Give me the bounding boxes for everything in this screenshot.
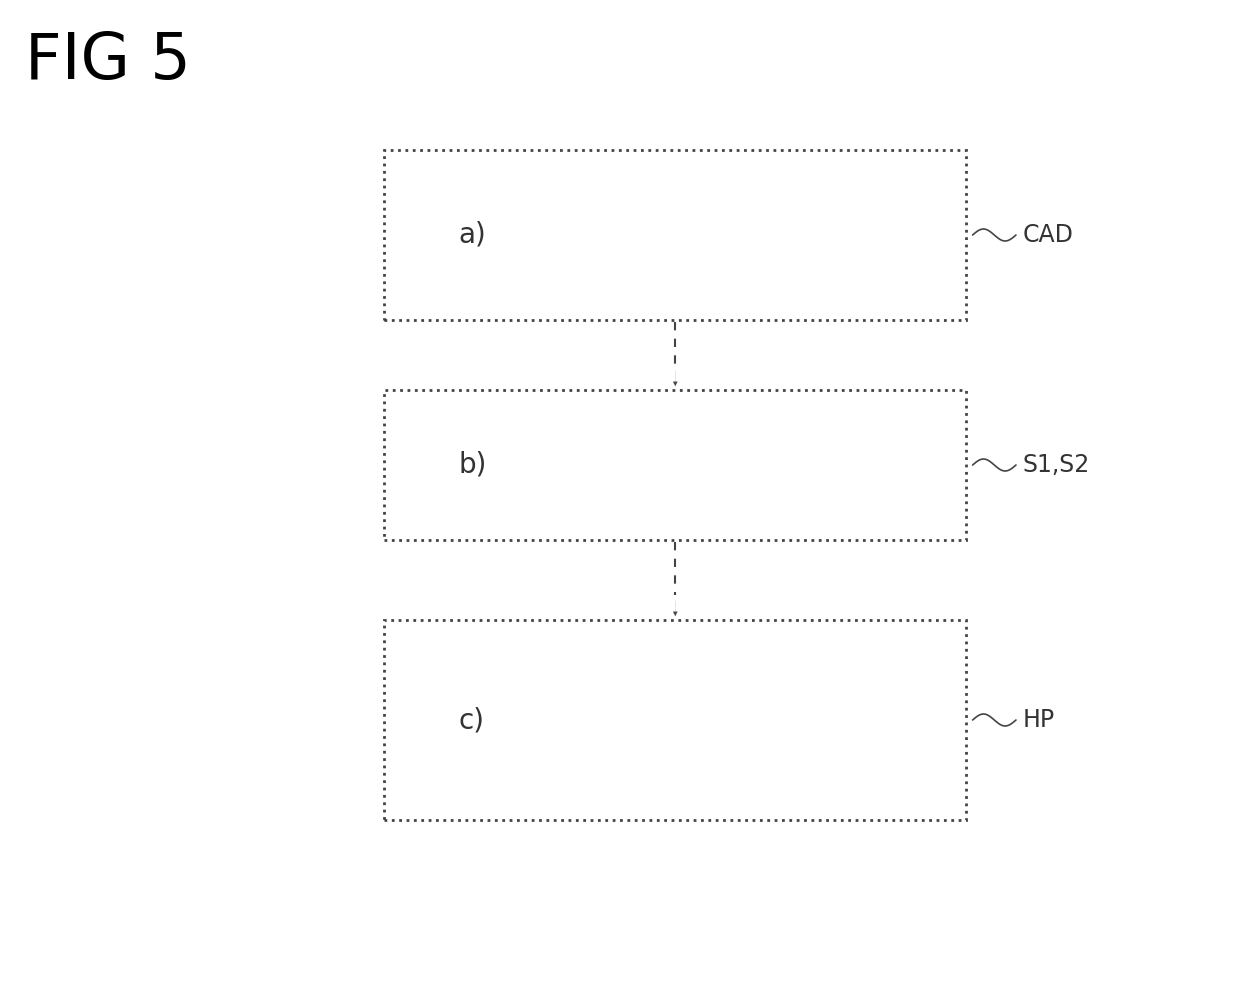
Text: CAD: CAD (1022, 223, 1073, 247)
Bar (384, 150, 966, 320)
Text: S1,S2: S1,S2 (1022, 453, 1089, 477)
Bar (384, 390, 966, 540)
Bar (384, 620, 966, 820)
Text: HP: HP (1022, 708, 1054, 732)
Text: a): a) (458, 221, 486, 249)
Text: c): c) (458, 706, 484, 734)
Text: b): b) (458, 451, 487, 479)
Text: FIG 5: FIG 5 (25, 30, 191, 92)
